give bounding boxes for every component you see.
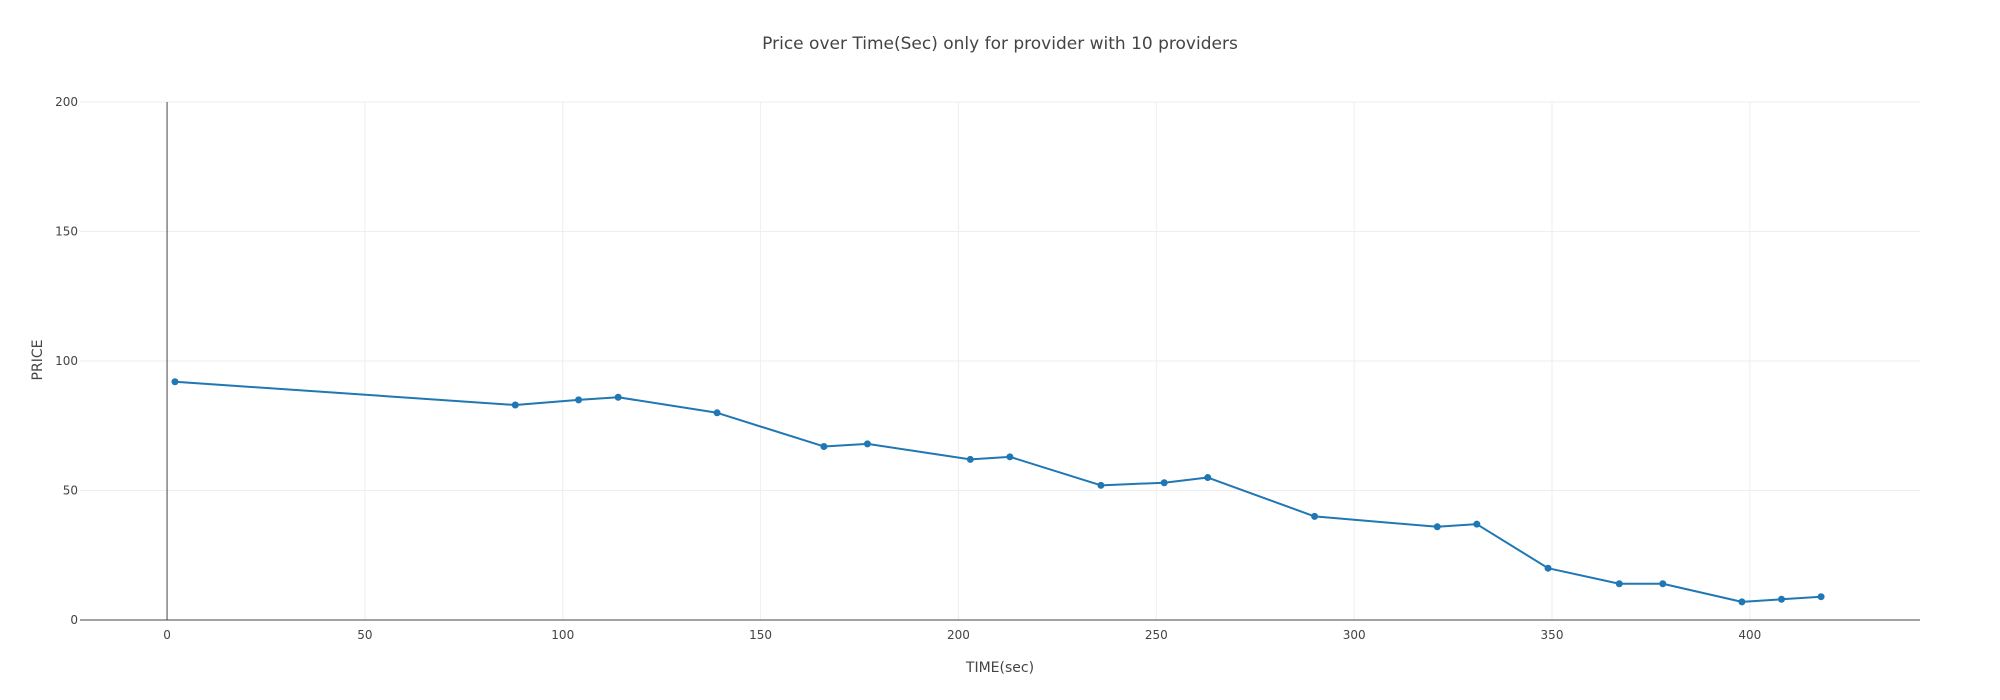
data-point — [1473, 520, 1481, 528]
data-point — [511, 401, 519, 409]
data-point — [1659, 580, 1667, 588]
tick-layer: 0 50 100 150 200 250 300 350 400 0 50 100 150 200 — [55, 95, 1761, 642]
x-tick-label: 200 — [947, 628, 970, 642]
grid-layer — [80, 101, 1920, 620]
x-tick-label: 250 — [1145, 628, 1168, 642]
data-point — [863, 440, 871, 448]
data-point — [966, 455, 974, 463]
y-tick-label: 150 — [55, 225, 78, 239]
x-tick-label: 50 — [357, 628, 372, 642]
data-point — [1006, 453, 1014, 461]
data-point — [575, 396, 583, 404]
y-tick-label: 50 — [63, 484, 78, 498]
chart-title: Price over Time(Sec) only for provider w… — [762, 34, 1238, 54]
y-axis-label: PRICE — [30, 340, 46, 381]
data-point — [1615, 580, 1623, 588]
series-layer — [171, 378, 1825, 606]
data-point — [1311, 512, 1319, 520]
y-tick-label: 200 — [55, 95, 78, 109]
x-tick-label: 300 — [1343, 628, 1366, 642]
data-point — [1204, 474, 1212, 482]
x-tick-label: 0 — [163, 628, 171, 642]
x-tick-label: 400 — [1738, 628, 1761, 642]
x-tick-label: 150 — [749, 628, 772, 642]
y-tick-label: 0 — [70, 613, 78, 627]
x-tick-label: 350 — [1541, 628, 1564, 642]
data-point — [1738, 598, 1746, 606]
axis-layer — [80, 102, 1920, 621]
x-tick-label: 100 — [551, 628, 574, 642]
data-point — [171, 378, 179, 386]
data-point — [713, 409, 721, 417]
data-point — [820, 442, 828, 450]
data-point — [1097, 481, 1105, 489]
data-point — [614, 393, 622, 401]
data-point — [1778, 595, 1786, 603]
series-line — [174, 380, 1822, 603]
data-point — [1544, 564, 1552, 572]
y-tick-label: 100 — [55, 354, 78, 368]
data-point — [1817, 593, 1825, 601]
data-point — [1433, 523, 1441, 531]
x-axis-label: TIME(sec) — [965, 660, 1034, 676]
data-point — [1160, 479, 1168, 487]
